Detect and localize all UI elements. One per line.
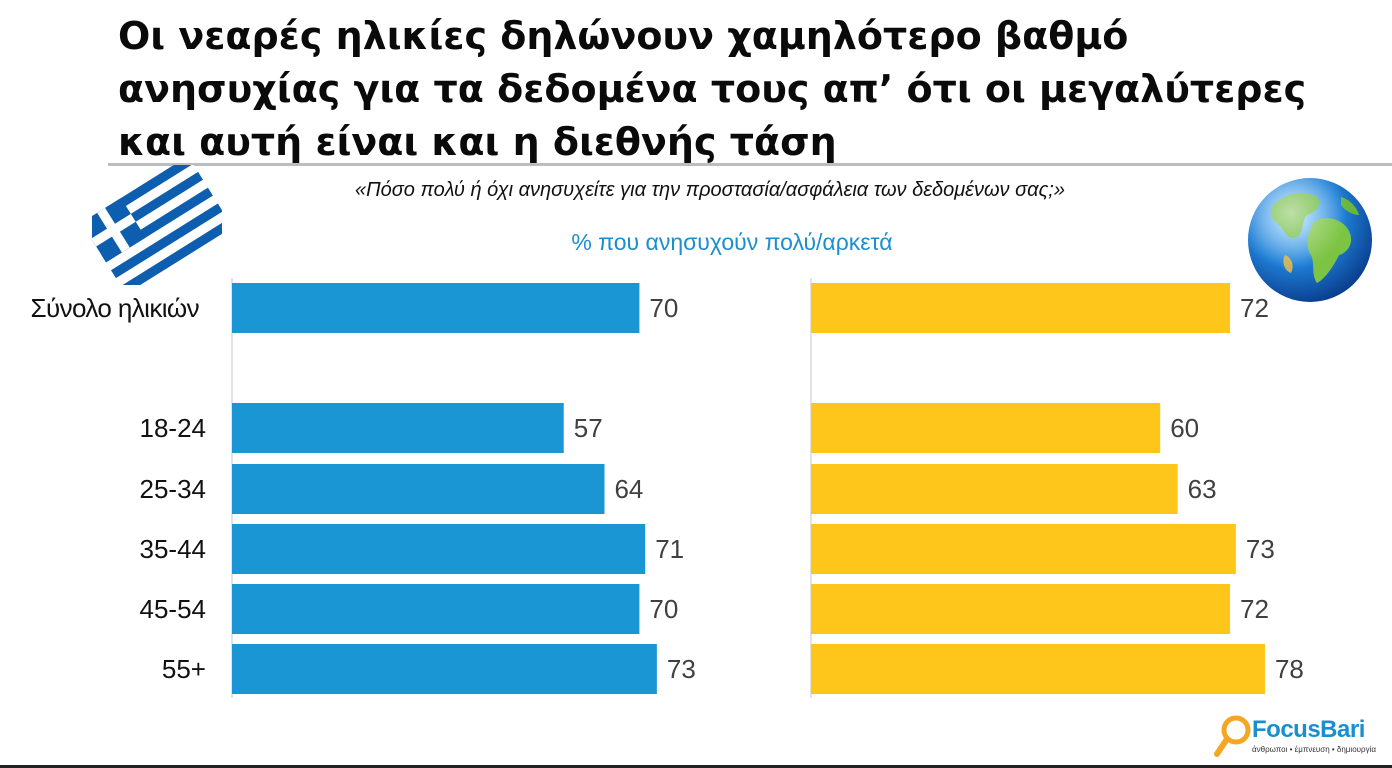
category-label-0: Σύνολο ηλικιών	[31, 293, 200, 323]
value-label-world-3: 73	[1246, 534, 1275, 564]
bar-greece-0	[232, 283, 640, 333]
page-title: Οι νεαρές ηλικίες δηλώνουν χαμηλότερο βα…	[118, 10, 1368, 169]
category-label-2: 25-34	[140, 474, 207, 504]
bar-world-3	[811, 524, 1236, 574]
title-line-1: Οι νεαρές ηλικίες δηλώνουν χαμηλότερο βα…	[118, 14, 1129, 58]
value-label-greece-0: 70	[649, 293, 678, 323]
bottom-border	[0, 765, 1392, 768]
value-label-world-4: 72	[1240, 594, 1269, 624]
bar-world-5	[811, 644, 1265, 694]
magnifier-logo-icon	[1214, 715, 1251, 757]
value-label-world-1: 60	[1170, 413, 1199, 443]
bar-greece-2	[232, 464, 605, 514]
category-label-5: 55+	[162, 654, 206, 684]
category-label-3: 35-44	[140, 534, 207, 564]
value-label-world-5: 78	[1275, 654, 1304, 684]
logo-tagline: άνθρωποι • έμπνευση • δημιουργία	[1252, 745, 1376, 754]
bar-greece-4	[232, 584, 640, 634]
globe-icon	[1248, 178, 1372, 302]
logo-name: FocusBari	[1252, 716, 1365, 743]
bar-world-1	[811, 403, 1161, 453]
bar-world-4	[811, 584, 1231, 634]
chart-subtitle: % που ανησυχούν πολύ/αρκετά	[571, 229, 893, 255]
category-label-1: 18-24	[140, 413, 207, 443]
value-label-greece-5: 73	[667, 654, 696, 684]
category-label-4: 45-54	[140, 594, 207, 624]
bar-world-2	[811, 464, 1178, 514]
value-label-world-0: 72	[1240, 293, 1269, 323]
value-label-greece-1: 57	[574, 413, 603, 443]
title-divider	[108, 163, 1392, 166]
bar-greece-3	[232, 524, 646, 574]
value-label-greece-2: 64	[614, 474, 643, 504]
bar-greece-1	[232, 403, 564, 453]
focusbari-logo: FocusBari άνθρωποι • έμπνευση • δημιουργ…	[1214, 714, 1379, 760]
title-line-2: ανησυχίας για τα δεδομένα τους απ’ ότι ο…	[118, 67, 1307, 111]
value-label-greece-4: 70	[649, 594, 678, 624]
value-label-greece-3: 71	[655, 534, 684, 564]
survey-question: «Πόσο πολύ ή όχι ανησυχείτε για την προσ…	[355, 179, 1065, 201]
value-label-world-2: 63	[1188, 474, 1217, 504]
bar-greece-5	[232, 644, 657, 694]
greek-flag-icon	[92, 165, 222, 285]
chart-panel-greece: 70 Σύνολο ηλικιών 57 18-24 64 25-34 71 35-44 70 4…	[31, 278, 696, 698]
title-line-3: και αυτή είναι και η διεθνής τάση	[118, 120, 837, 164]
bar-world-0	[811, 283, 1231, 333]
